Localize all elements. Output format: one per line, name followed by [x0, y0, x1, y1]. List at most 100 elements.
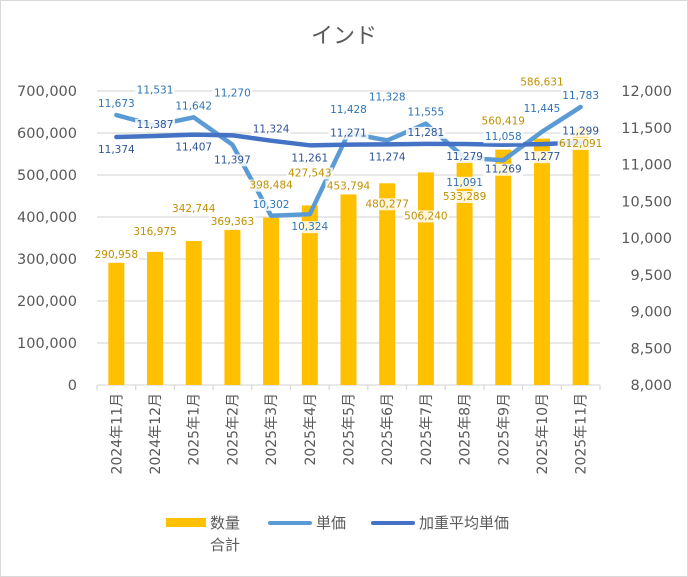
right-axis-tick-label: 9,000	[630, 305, 672, 321]
x-axis-tick-label: 2025年3月	[264, 393, 280, 466]
data-label-weighted-avg-backing	[328, 127, 369, 140]
data-label-unit-price-backing	[135, 84, 175, 97]
left-axis-tick-label: 0	[68, 378, 77, 394]
data-label-quantity: 427,543	[288, 167, 331, 179]
data-label-weighted-avg-backing	[289, 152, 330, 165]
data-labels: 11,37411,38711,40711,39711,32411,26111,2…	[93, 76, 604, 261]
data-label-weighted-avg: 11,277	[524, 151, 561, 163]
data-label-quantity-backing	[325, 180, 372, 193]
bar-quantity[interactable]	[108, 262, 125, 385]
data-label-unit-price: 11,445	[524, 103, 561, 115]
data-label-unit-price-backing	[444, 176, 485, 189]
data-label-quantity: 290,958	[95, 249, 138, 261]
bar-quantity[interactable]	[301, 205, 318, 385]
data-label-quantity: 342,744	[172, 203, 216, 215]
data-label-unit-price: 11,783	[562, 90, 599, 102]
bar-quantity[interactable]	[147, 251, 164, 385]
data-label-unit-price-backing	[328, 104, 369, 117]
x-axis-tick-label: 2025年1月	[187, 393, 203, 466]
data-label-unit-price-backing	[96, 98, 137, 111]
bar-quantity[interactable]	[417, 172, 434, 385]
data-label-quantity-backing	[480, 115, 527, 128]
data-label-quantity-backing	[131, 225, 179, 238]
data-label-weighted-avg-backing	[522, 151, 562, 164]
data-label-weighted-avg: 11,299	[562, 126, 599, 138]
right-axis-tick-label: 11,500	[621, 121, 672, 137]
legend-swatch-weighted-avg	[371, 521, 415, 525]
bar-quantity[interactable]	[224, 229, 241, 385]
bar-quantity[interactable]	[572, 127, 589, 385]
bar-quantity[interactable]	[340, 194, 357, 385]
data-label-weighted-avg-backing	[251, 123, 292, 136]
data-label-weighted-avg: 11,261	[291, 152, 328, 164]
data-label-quantity: 316,975	[133, 226, 176, 238]
x-axis-tick-label: 2025年4月	[303, 393, 319, 466]
chart-title: インド	[310, 24, 377, 49]
right-axis-tick-label: 12,000	[621, 84, 672, 100]
right-axis-tick-label: 8,500	[630, 341, 672, 357]
data-label-unit-price-backing	[522, 102, 562, 115]
left-axis-tick-label: 600,000	[17, 126, 77, 142]
x-axis-tick-label: 2025年5月	[342, 393, 358, 466]
data-label-unit-price: 10,324	[291, 221, 328, 233]
data-label-weighted-avg-backing	[367, 151, 408, 164]
data-label-quantity-backing	[93, 248, 140, 261]
data-label-unit-price: 11,328	[369, 91, 406, 103]
x-axis-tick-label: 2025年11月	[574, 393, 590, 474]
right-axis-tick-label: 8,000	[630, 378, 672, 394]
data-label-quantity-backing	[518, 76, 566, 89]
data-label-quantity-backing	[441, 191, 488, 204]
data-label-unit-price-backing	[289, 221, 330, 234]
legend-label-quantity-line2: 合計	[210, 536, 241, 554]
data-label-weighted-avg-backing	[444, 150, 485, 163]
legend-label-weighted-avg: 加重平均単価	[419, 514, 510, 532]
x-axis-tick-label: 2025年7月	[419, 393, 435, 466]
data-label-quantity: 453,794	[327, 180, 371, 192]
data-label-weighted-avg-backing	[405, 126, 446, 139]
data-label-unit-price-backing	[405, 106, 446, 119]
bar-quantity[interactable]	[495, 149, 512, 385]
bar-quantity[interactable]	[456, 161, 473, 385]
data-label-quantity: 560,419	[482, 116, 525, 128]
data-label-quantity-backing	[209, 215, 256, 228]
data-label-quantity-backing	[286, 167, 333, 180]
data-label-unit-price-backing	[173, 100, 214, 113]
data-label-quantity: 369,363	[211, 216, 254, 228]
x-axis-tick-label: 2024年11月	[109, 393, 125, 474]
bar-quantity[interactable]	[533, 138, 550, 385]
x-axis-tick-label: 2025年10月	[535, 393, 551, 474]
bars	[108, 127, 589, 385]
bar-quantity[interactable]	[379, 183, 396, 385]
data-label-unit-price: 11,531	[137, 84, 174, 96]
left-axis-tick-label: 300,000	[17, 252, 77, 268]
data-label-unit-price: 11,673	[98, 98, 135, 110]
bar-quantity[interactable]	[263, 217, 280, 385]
data-label-unit-price-backing	[212, 87, 253, 100]
data-label-weighted-avg: 11,281	[408, 127, 445, 139]
x-axis-tick-label: 2025年9月	[496, 393, 512, 466]
data-label-unit-price: 11,555	[408, 107, 445, 119]
data-label-weighted-avg: 11,274	[369, 151, 406, 163]
left-axis-tick-label: 400,000	[17, 210, 77, 226]
data-label-unit-price: 11,642	[175, 100, 212, 112]
bar-quantity[interactable]	[185, 241, 202, 385]
line-weighted-avg[interactable]	[114, 132, 583, 148]
left-axis-tick-label: 700,000	[17, 84, 77, 100]
legend-item-weighted-avg[interactable]: 加重平均単価	[371, 512, 509, 534]
data-label-quantity-backing	[364, 198, 411, 211]
data-label-quantity-backing	[402, 210, 449, 223]
x-axis: 2024年11月 2024年12月 2025年1月 2025年2月 2025年3月 202…	[96, 384, 601, 474]
data-label-unit-price: 11,270	[214, 88, 251, 100]
data-label-unit-price-backing	[367, 91, 408, 104]
left-axis-ticks: 0 100,000 200,000 300,000 400,000 500,000 600,…	[17, 84, 77, 394]
legend-item-unit-price[interactable]: 単価	[268, 512, 346, 534]
data-label-weighted-avg: 11,374	[98, 144, 135, 156]
data-label-weighted-avg: 11,324	[253, 124, 290, 136]
data-label-quantity: 533,289	[443, 191, 486, 203]
left-axis-tick-label: 100,000	[17, 336, 77, 352]
legend-label-quantity-line1: 数量	[210, 514, 241, 532]
legend-item-quantity[interactable]: 数量 合計	[166, 512, 240, 556]
data-label-quantity-backing	[248, 179, 295, 192]
data-label-weighted-avg-backing	[212, 154, 253, 167]
